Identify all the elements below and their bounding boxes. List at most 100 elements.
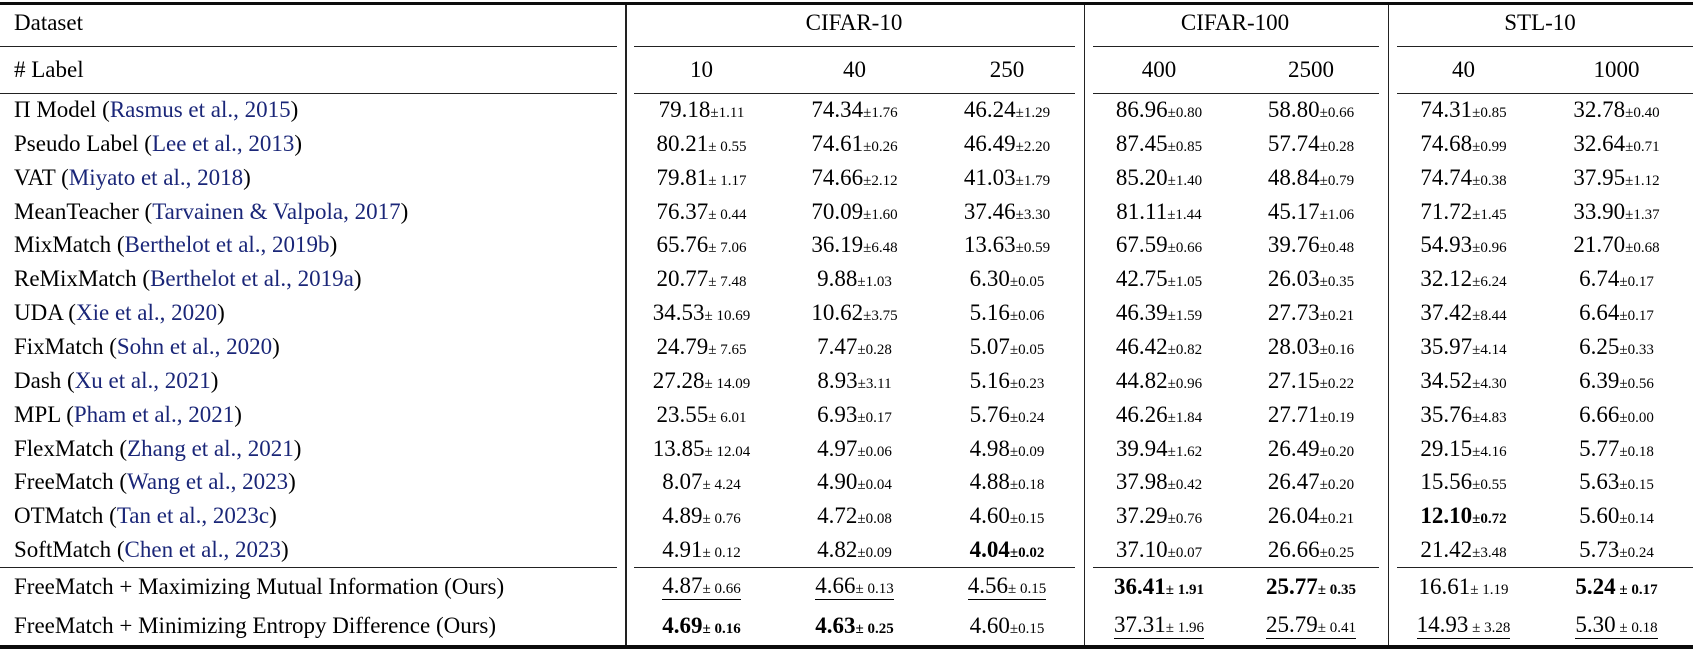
metric-cell: 32.12±6.24	[1387, 262, 1540, 296]
metric-value: 8.07± 4.24	[662, 469, 741, 495]
metric-cell: 4.98±0.09	[931, 432, 1083, 466]
metric-value: 15.56±0.55	[1420, 469, 1507, 495]
citation-link[interactable]: Lee et al., 2013	[151, 130, 295, 156]
metric-value: 5.63±0.15	[1579, 469, 1654, 495]
citation-link[interactable]: Berthelot et al., 2019b	[124, 232, 330, 258]
citation-link[interactable]: Miyato et al., 2018	[68, 164, 244, 190]
ours-methods-body: FreeMatch + Maximizing Mutual Informatio…	[0, 567, 1693, 645]
metric-value: 67.59±0.66	[1115, 232, 1203, 258]
metric-cell: 6.25±0.33	[1540, 330, 1693, 364]
metric-value: 26.03±0.35	[1267, 266, 1355, 292]
metric-value: 6.25±0.33	[1579, 333, 1654, 359]
metric-value: 32.12±6.24	[1420, 266, 1507, 292]
metric-value: 74.66±2.12	[811, 164, 898, 190]
metric-value: 4.87± 0.66	[662, 573, 741, 601]
metric-value: 10.62±3.75	[811, 300, 898, 326]
citation-link[interactable]: Tarvainen & Valpola, 2017	[152, 198, 401, 224]
metric-cell: 4.63± 0.25	[778, 606, 931, 645]
metric-cell: 79.81± 1.17	[625, 161, 778, 195]
metric-value: 27.71±0.19	[1267, 401, 1355, 427]
metric-value: 4.63± 0.25	[815, 612, 894, 638]
metric-cell: 79.18±1.11	[625, 93, 778, 127]
table-row: OTMatch (Tan et al., 2023c) 4.89± 0.76 4.7…	[0, 499, 1693, 533]
metric-cell: 76.37± 0.44	[625, 195, 778, 229]
citation-link[interactable]: Xu et al., 2021	[74, 367, 211, 393]
metric-cell: 20.77± 7.48	[625, 262, 778, 296]
metric-cell: 37.10±0.07	[1083, 533, 1235, 567]
metric-cell: 80.21± 0.55	[625, 127, 778, 161]
table-row: MeanTeacher (Tarvainen & Valpola, 2017) 7…	[0, 195, 1693, 229]
metric-cell: 24.79± 7.65	[625, 330, 778, 364]
metric-value: 25.79± 0.41	[1266, 612, 1356, 640]
citation-link[interactable]: Sohn et al., 2020	[116, 333, 273, 359]
metric-value: 7.47±0.28	[817, 333, 892, 359]
citation-link[interactable]: Pham et al., 2021	[73, 401, 235, 427]
metric-value: 5.73±0.24	[1579, 537, 1654, 563]
metric-cell: 5.77±0.18	[1540, 432, 1693, 466]
metric-value: 36.19±6.48	[811, 232, 898, 258]
metric-cell: 35.97±4.14	[1387, 330, 1540, 364]
method-name: OTMatch (Tan et al., 2023c)	[14, 503, 277, 529]
metric-value: 20.77± 7.48	[656, 266, 747, 292]
metric-cell: 5.60±0.14	[1540, 499, 1693, 533]
metric-cell: 4.87± 0.66	[625, 567, 778, 606]
metric-value: 86.96±0.80	[1115, 96, 1203, 122]
metric-cell: 26.04±0.21	[1235, 499, 1387, 533]
metric-cell: 4.60±0.15	[931, 499, 1083, 533]
metric-cell: 4.72±0.08	[778, 499, 931, 533]
metric-cell: 4.97±0.06	[778, 432, 931, 466]
metric-value: 5.30 ± 0.18	[1575, 612, 1658, 640]
metric-value: 4.91± 0.12	[662, 537, 741, 563]
metric-value: 76.37± 0.44	[656, 198, 747, 224]
metric-cell: 32.78±0.40	[1540, 93, 1693, 127]
metric-value: 79.18±1.11	[658, 96, 745, 122]
metric-cell: 4.91± 0.12	[625, 533, 778, 567]
metric-value: 4.82±0.09	[817, 537, 892, 563]
citation-link[interactable]: Chen et al., 2023	[124, 537, 282, 563]
metric-cell: 42.75±1.05	[1083, 262, 1235, 296]
metric-value: 27.28± 14.09	[652, 367, 751, 393]
metric-value: 26.66±0.25	[1267, 537, 1355, 563]
metric-value: 5.60±0.14	[1579, 503, 1654, 529]
metric-value: 28.03±0.16	[1267, 333, 1355, 359]
metric-value: 37.46±3.30	[963, 198, 1051, 224]
table-row: SoftMatch (Chen et al., 2023) 4.91± 0.12 4…	[0, 533, 1693, 567]
citation-link[interactable]: Wang et al., 2023	[127, 469, 289, 495]
metric-value: 4.98±0.09	[969, 435, 1045, 461]
metric-value: 85.20±1.40	[1115, 164, 1203, 190]
method-name: Π Model (Rasmus et al., 2015)	[14, 96, 299, 122]
metric-cell: 4.89± 0.76	[625, 499, 778, 533]
citation-link[interactable]: Rasmus et al., 2015	[109, 96, 291, 122]
metric-cell: 36.19±6.48	[778, 228, 931, 262]
method-name: VAT (Miyato et al., 2018)	[14, 164, 251, 190]
metric-value: 6.39±0.56	[1579, 367, 1654, 393]
metric-cell: 37.42±8.44	[1387, 296, 1540, 330]
citation-link[interactable]: Tan et al., 2023c	[116, 503, 270, 529]
metric-cell: 48.84±0.79	[1235, 161, 1387, 195]
metric-value: 54.93±0.96	[1420, 232, 1507, 258]
metric-value: 6.74±0.17	[1579, 266, 1654, 292]
metric-value: 5.07±0.05	[969, 333, 1045, 359]
dataset-header-label: Dataset	[14, 10, 83, 35]
label-count-cell: 1000	[1593, 56, 1640, 82]
metric-cell: 46.39±1.59	[1083, 296, 1235, 330]
citation-link[interactable]: Zhang et al., 2021	[127, 435, 294, 461]
metric-cell: 74.34±1.76	[778, 93, 931, 127]
method-name: SoftMatch (Chen et al., 2023)	[14, 537, 289, 563]
metric-cell: 33.90±1.37	[1540, 195, 1693, 229]
metric-cell: 57.74±0.28	[1235, 127, 1387, 161]
citation-link[interactable]: Berthelot et al., 2019a	[150, 266, 354, 292]
metric-value: 5.16±0.06	[969, 300, 1045, 326]
table-row: FlexMatch (Zhang et al., 2021) 13.85± 12.…	[0, 432, 1693, 466]
metric-value: 46.42±0.82	[1115, 333, 1203, 359]
citation-link[interactable]: Xie et al., 2020	[75, 300, 218, 326]
metric-cell: 27.28± 14.09	[625, 364, 778, 398]
metric-cell: 37.31± 1.96	[1083, 606, 1235, 645]
metric-cell: 8.93±3.11	[778, 364, 931, 398]
metric-value: 70.09±1.60	[811, 198, 898, 224]
metric-cell: 4.69± 0.16	[625, 606, 778, 645]
label-count-cell: 10	[690, 56, 713, 82]
metric-cell: 35.76±4.83	[1387, 398, 1540, 432]
metric-value: 65.76± 7.06	[656, 232, 747, 258]
